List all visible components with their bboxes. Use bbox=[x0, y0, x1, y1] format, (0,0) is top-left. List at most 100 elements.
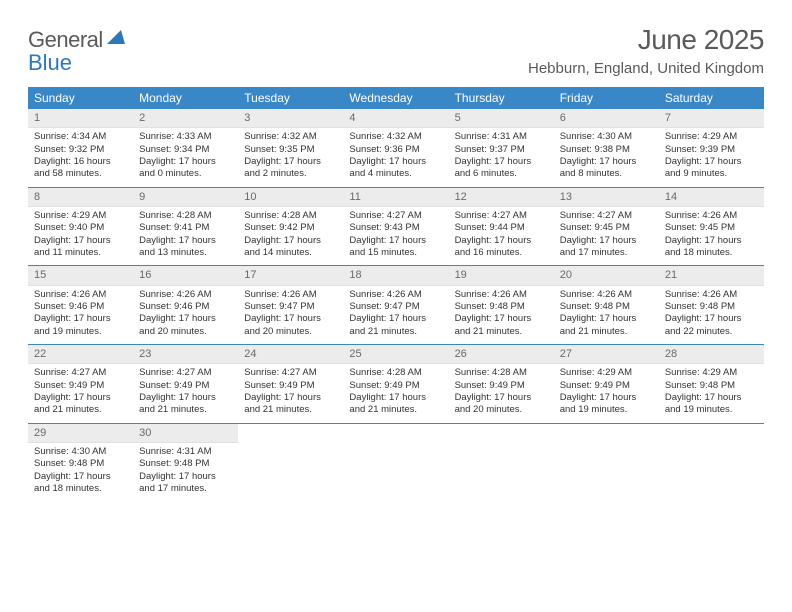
day-number: 26 bbox=[449, 345, 554, 364]
day-number: 10 bbox=[238, 188, 343, 207]
sunset-text: Sunset: 9:48 PM bbox=[665, 380, 758, 392]
sunrise-text: Sunrise: 4:30 AM bbox=[560, 131, 653, 143]
day-number: 16 bbox=[133, 266, 238, 285]
calendar-day-cell: 25Sunrise: 4:28 AMSunset: 9:49 PMDayligh… bbox=[343, 345, 448, 424]
sunrise-text: Sunrise: 4:31 AM bbox=[139, 446, 232, 458]
sunrise-text: Sunrise: 4:34 AM bbox=[34, 131, 127, 143]
sunrise-text: Sunrise: 4:31 AM bbox=[455, 131, 548, 143]
sunset-text: Sunset: 9:42 PM bbox=[244, 222, 337, 234]
sunset-text: Sunset: 9:41 PM bbox=[139, 222, 232, 234]
calendar-head: Sunday Monday Tuesday Wednesday Thursday… bbox=[28, 87, 764, 109]
sunrise-text: Sunrise: 4:32 AM bbox=[244, 131, 337, 143]
daylight-text: Daylight: 17 hours and 21 minutes. bbox=[349, 313, 442, 338]
daylight-text: Daylight: 17 hours and 22 minutes. bbox=[665, 313, 758, 338]
sunrise-text: Sunrise: 4:28 AM bbox=[455, 367, 548, 379]
title-month: June 2025 bbox=[528, 24, 764, 56]
sunrise-text: Sunrise: 4:32 AM bbox=[349, 131, 442, 143]
calendar-day-cell: 28Sunrise: 4:29 AMSunset: 9:48 PMDayligh… bbox=[659, 345, 764, 424]
day-number: 13 bbox=[554, 188, 659, 207]
day-body: Sunrise: 4:32 AMSunset: 9:36 PMDaylight:… bbox=[343, 128, 448, 186]
calendar-day-cell: 29Sunrise: 4:30 AMSunset: 9:48 PMDayligh… bbox=[28, 423, 133, 501]
sunrise-text: Sunrise: 4:26 AM bbox=[244, 289, 337, 301]
daylight-text: Daylight: 17 hours and 18 minutes. bbox=[665, 235, 758, 260]
day-body: Sunrise: 4:32 AMSunset: 9:35 PMDaylight:… bbox=[238, 128, 343, 186]
day-body: Sunrise: 4:27 AMSunset: 9:45 PMDaylight:… bbox=[554, 207, 659, 265]
sunset-text: Sunset: 9:49 PM bbox=[244, 380, 337, 392]
calendar-day-cell: .. bbox=[659, 423, 764, 501]
day-body: Sunrise: 4:33 AMSunset: 9:34 PMDaylight:… bbox=[133, 128, 238, 186]
calendar-week-row: 15Sunrise: 4:26 AMSunset: 9:46 PMDayligh… bbox=[28, 266, 764, 345]
day-body: Sunrise: 4:27 AMSunset: 9:49 PMDaylight:… bbox=[28, 364, 133, 422]
header: General June 2025 Hebburn, England, Unit… bbox=[28, 24, 764, 77]
sunrise-text: Sunrise: 4:33 AM bbox=[139, 131, 232, 143]
daylight-text: Daylight: 17 hours and 21 minutes. bbox=[34, 392, 127, 417]
calendar-day-cell: 20Sunrise: 4:26 AMSunset: 9:48 PMDayligh… bbox=[554, 266, 659, 345]
calendar-day-cell: 15Sunrise: 4:26 AMSunset: 9:46 PMDayligh… bbox=[28, 266, 133, 345]
calendar-week-row: 1Sunrise: 4:34 AMSunset: 9:32 PMDaylight… bbox=[28, 109, 764, 187]
calendar-day-cell: 26Sunrise: 4:28 AMSunset: 9:49 PMDayligh… bbox=[449, 345, 554, 424]
day-body: Sunrise: 4:27 AMSunset: 9:49 PMDaylight:… bbox=[238, 364, 343, 422]
sunset-text: Sunset: 9:43 PM bbox=[349, 222, 442, 234]
calendar-day-cell: .. bbox=[449, 423, 554, 501]
sunrise-text: Sunrise: 4:26 AM bbox=[665, 210, 758, 222]
sunrise-text: Sunrise: 4:27 AM bbox=[455, 210, 548, 222]
calendar-day-cell: .. bbox=[238, 423, 343, 501]
sunset-text: Sunset: 9:38 PM bbox=[560, 144, 653, 156]
sunset-text: Sunset: 9:46 PM bbox=[34, 301, 127, 313]
day-number: 9 bbox=[133, 188, 238, 207]
daylight-text: Daylight: 16 hours and 58 minutes. bbox=[34, 156, 127, 181]
calendar-day-cell: 30 Sunrise: 4:31 AMSunset: 9:48 PMDayligh… bbox=[133, 423, 238, 501]
day-body: Sunrise: 4:26 AMSunset: 9:48 PMDaylight:… bbox=[449, 286, 554, 344]
sunset-text: Sunset: 9:46 PM bbox=[139, 301, 232, 313]
sunset-text: Sunset: 9:45 PM bbox=[560, 222, 653, 234]
day-body: Sunrise: 4:26 AMSunset: 9:48 PMDaylight:… bbox=[554, 286, 659, 344]
daylight-text: Daylight: 17 hours and 21 minutes. bbox=[349, 392, 442, 417]
daylight-text: Daylight: 17 hours and 14 minutes. bbox=[244, 235, 337, 260]
daylight-text: Daylight: 17 hours and 21 minutes. bbox=[139, 392, 232, 417]
day-number: 8 bbox=[28, 188, 133, 207]
day-number: 24 bbox=[238, 345, 343, 364]
day-body: Sunrise: 4:28 AMSunset: 9:49 PMDaylight:… bbox=[343, 364, 448, 422]
calendar-day-cell: 3Sunrise: 4:32 AMSunset: 9:35 PMDaylight… bbox=[238, 109, 343, 187]
calendar-day-cell: 24Sunrise: 4:27 AMSunset: 9:49 PMDayligh… bbox=[238, 345, 343, 424]
daylight-text: Daylight: 17 hours and 17 minutes. bbox=[139, 471, 232, 496]
daylight-text: Daylight: 17 hours and 8 minutes. bbox=[560, 156, 653, 181]
daylight-text: Daylight: 17 hours and 18 minutes. bbox=[34, 471, 127, 496]
calendar-day-cell: 27Sunrise: 4:29 AMSunset: 9:49 PMDayligh… bbox=[554, 345, 659, 424]
sunrise-text: Sunrise: 4:26 AM bbox=[560, 289, 653, 301]
day-body: Sunrise: 4:28 AMSunset: 9:49 PMDaylight:… bbox=[449, 364, 554, 422]
day-number: 19 bbox=[449, 266, 554, 285]
calendar-day-cell: 2Sunrise: 4:33 AMSunset: 9:34 PMDaylight… bbox=[133, 109, 238, 187]
day-number: 22 bbox=[28, 345, 133, 364]
sunrise-text: Sunrise: 4:29 AM bbox=[34, 210, 127, 222]
daylight-text: Daylight: 17 hours and 20 minutes. bbox=[139, 313, 232, 338]
calendar-day-cell: .. bbox=[554, 423, 659, 501]
weekday-header: Saturday bbox=[659, 87, 764, 109]
sunrise-text: Sunrise: 4:27 AM bbox=[244, 367, 337, 379]
daylight-text: Daylight: 17 hours and 17 minutes. bbox=[560, 235, 653, 260]
sunrise-text: Sunrise: 4:26 AM bbox=[139, 289, 232, 301]
sunrise-text: Sunrise: 4:27 AM bbox=[349, 210, 442, 222]
calendar-day-cell: 23Sunrise: 4:27 AMSunset: 9:49 PMDayligh… bbox=[133, 345, 238, 424]
day-number: 1 bbox=[28, 109, 133, 128]
day-number: 29 bbox=[28, 424, 133, 443]
day-number: 30 bbox=[133, 424, 238, 443]
weekday-header: Wednesday bbox=[343, 87, 448, 109]
calendar-day-cell: 13Sunrise: 4:27 AMSunset: 9:45 PMDayligh… bbox=[554, 187, 659, 266]
sunset-text: Sunset: 9:48 PM bbox=[139, 458, 232, 470]
day-body: Sunrise: 4:27 AMSunset: 9:43 PMDaylight:… bbox=[343, 207, 448, 265]
day-number: 2 bbox=[133, 109, 238, 128]
day-body: Sunrise: 4:29 AMSunset: 9:49 PMDaylight:… bbox=[554, 364, 659, 422]
calendar-day-cell: 5Sunrise: 4:31 AMSunset: 9:37 PMDaylight… bbox=[449, 109, 554, 187]
sunset-text: Sunset: 9:49 PM bbox=[455, 380, 548, 392]
daylight-text: Daylight: 17 hours and 0 minutes. bbox=[139, 156, 232, 181]
title-block: June 2025 Hebburn, England, United Kingd… bbox=[528, 24, 764, 77]
day-number: 25 bbox=[343, 345, 448, 364]
calendar-day-cell: 7Sunrise: 4:29 AMSunset: 9:39 PMDaylight… bbox=[659, 109, 764, 187]
daylight-text: Daylight: 17 hours and 20 minutes. bbox=[455, 392, 548, 417]
day-number: 6 bbox=[554, 109, 659, 128]
daylight-text: Daylight: 17 hours and 21 minutes. bbox=[244, 392, 337, 417]
calendar-day-cell: 17Sunrise: 4:26 AMSunset: 9:47 PMDayligh… bbox=[238, 266, 343, 345]
sunrise-text: Sunrise: 4:28 AM bbox=[244, 210, 337, 222]
calendar-day-cell: 9Sunrise: 4:28 AMSunset: 9:41 PMDaylight… bbox=[133, 187, 238, 266]
